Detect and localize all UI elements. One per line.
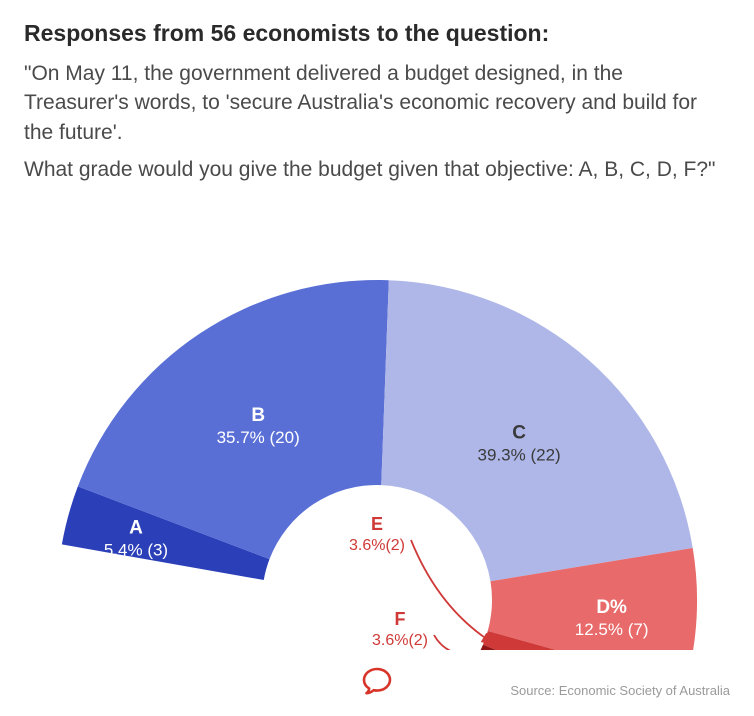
svg-text:F: F [395,609,406,629]
svg-text:A: A [129,518,143,539]
svg-text:39.3% (22): 39.3% (22) [478,446,561,465]
svg-text:C: C [512,423,526,444]
chart-question-p1: "On May 11, the government delivered a b… [24,59,730,147]
svg-text:3.6%(2): 3.6%(2) [349,537,405,554]
svg-text:35.7% (20): 35.7% (20) [217,428,300,447]
chart-title: Responses from 56 economists to the ques… [24,18,730,49]
chart-question-p2: What grade would you give the budget giv… [24,155,730,184]
svg-text:E: E [371,514,383,534]
svg-text:12.5% (7): 12.5% (7) [575,620,649,639]
svg-text:B: B [251,405,265,426]
conversation-logo-icon [361,665,393,702]
svg-text:3.6%(2): 3.6%(2) [372,632,428,649]
source-attribution: Source: Economic Society of Australia [510,683,730,698]
slice-C [381,280,692,581]
donut-chart: A 5.4% (3) B 35.7% (20) C 39.3% (22) D% 12.5% (… [0,230,754,650]
svg-text:D%: D% [596,597,627,618]
svg-text:5.4% (3): 5.4% (3) [104,541,168,560]
